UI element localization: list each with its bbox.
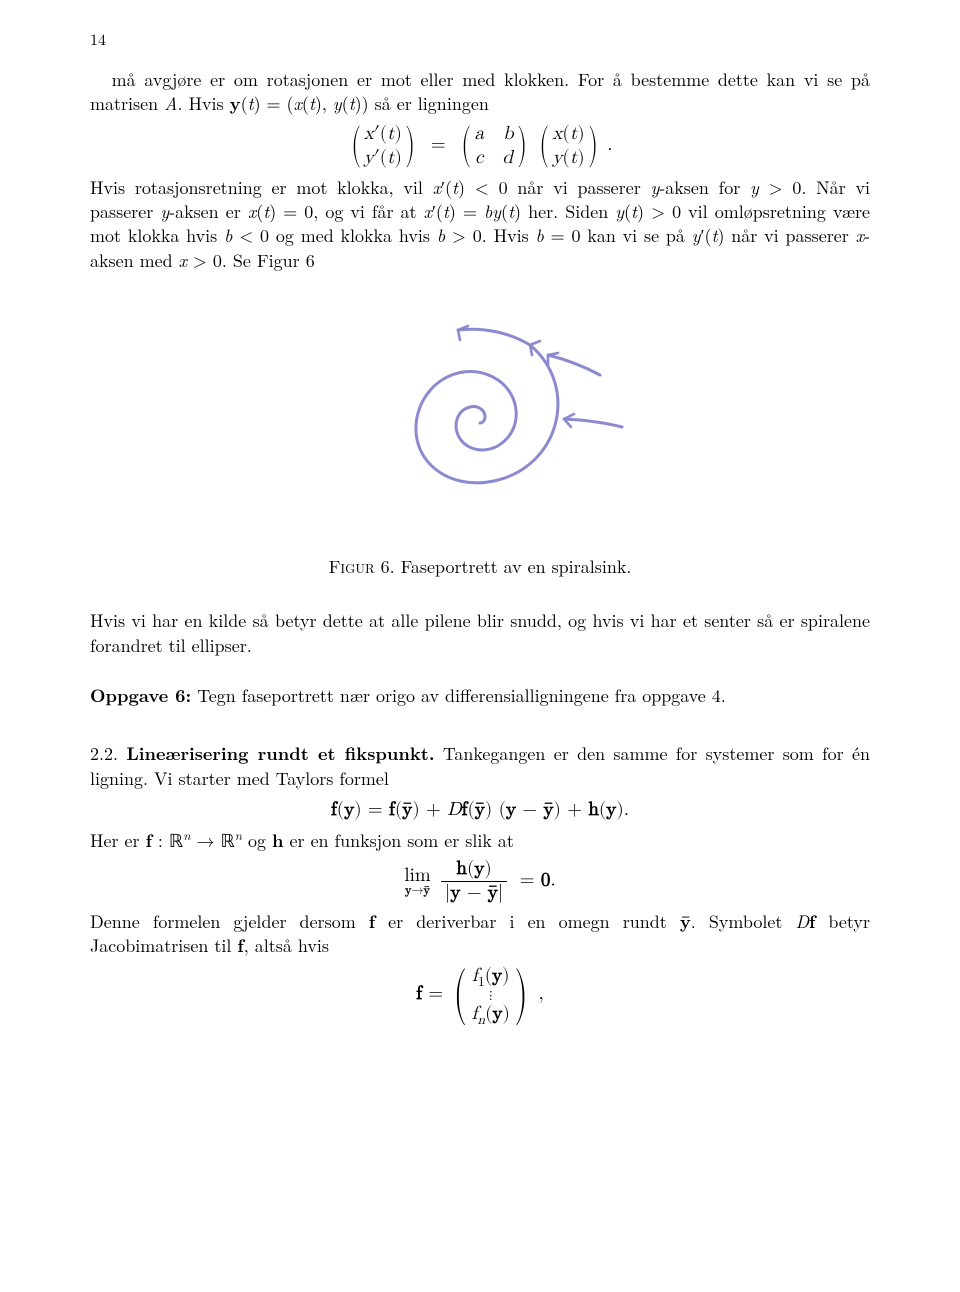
figure-caption-text: Faseportrett av en spiralsink. [395, 554, 632, 579]
paragraph-1: må avgjøre er om rotasjonen er mot eller… [90, 68, 870, 117]
page: 14 må avgjøre er om rotasjonen er mot el… [0, 0, 960, 1072]
page-number: 14 [90, 28, 870, 50]
paragraph-6: Denne formelen gjelder dersom f er deriv… [90, 910, 870, 959]
paragraph-3: Hvis vi har en kilde så betyr dette at a… [90, 609, 870, 658]
equation-4: f = ( f1(y) ⋮ fn(y) ) , [90, 964, 870, 1026]
equation-1: ( x′(t) y′(t) ) = ( a b c d ) ( x(t) y(t… [90, 122, 870, 170]
paragraph-2: Hvis rotasjonsretning er mot klokka, vil… [90, 176, 870, 273]
equation-2: f(y) = f(ȳ) + Df(ȳ) (y − ȳ) + h(y). [90, 797, 870, 823]
oppgave-6-lead: Oppgave 6: [90, 683, 191, 708]
section-title: Lineærisering rundt et fikspunkt. [126, 741, 434, 766]
figure-6 [90, 315, 870, 521]
paragraph-5: Her er f : ℝn → ℝn og h er en funksjon s… [90, 829, 870, 853]
section-2-2: 2.2. Lineærisering rundt et fikspunkt. T… [90, 742, 870, 791]
spiral-sink-icon [330, 315, 630, 515]
oppgave-6: Oppgave 6: Tegn faseportrett nær origo a… [90, 684, 870, 708]
figure-6-caption: Figur 6. Faseportrett av en spiralsink. [90, 555, 870, 579]
oppgave-6-text: Tegn faseportrett nær origo av differens… [191, 683, 726, 708]
figure-label: Figur 6. [329, 554, 395, 579]
section-number: 2.2. [90, 741, 126, 766]
equation-3: lim y→ȳ h(y) |y − ȳ| = 0. [90, 859, 870, 904]
